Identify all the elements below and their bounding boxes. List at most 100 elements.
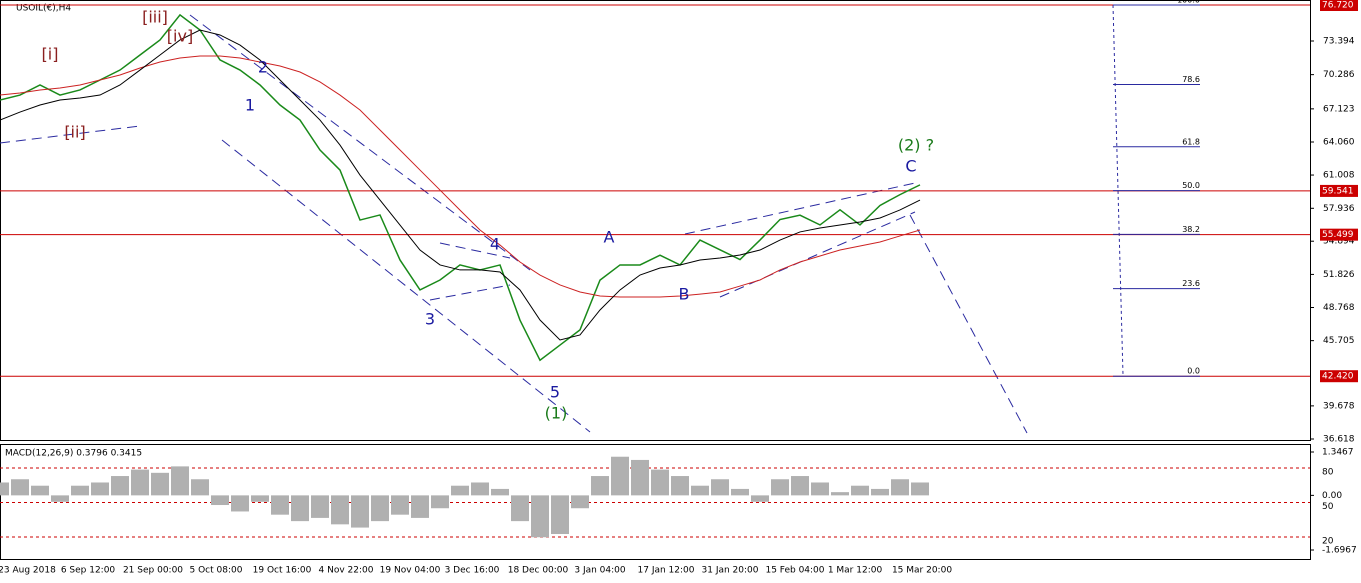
macd-bar xyxy=(571,495,589,509)
symbol: USOIL(€),H4 xyxy=(16,4,71,14)
trendlines xyxy=(0,4,1124,434)
wave-label: 2 xyxy=(258,58,268,77)
stoch-tick-label: 80 xyxy=(1322,468,1334,478)
main-frame xyxy=(0,0,1311,441)
macd-bar xyxy=(491,488,509,496)
fib-label: 50.0 xyxy=(1182,181,1200,190)
macd-bar xyxy=(771,479,789,496)
x-tick-label: 21 Sep 00:00 xyxy=(123,566,183,576)
fib-label: 0.0 xyxy=(1187,367,1200,376)
macd-tick-label: 1.3467 xyxy=(1322,448,1354,458)
macd-bar xyxy=(151,472,169,496)
y-tick-label: 61.008 xyxy=(1323,171,1355,181)
x-tick-label: 15 Mar 20:00 xyxy=(892,566,952,576)
macd-bar xyxy=(71,485,89,496)
wave-label: 5 xyxy=(550,383,560,402)
fib-vertical xyxy=(1112,4,1124,376)
level-box xyxy=(1320,370,1358,383)
fib-label: 100.0 xyxy=(1177,0,1200,5)
wave-label: [iii] xyxy=(142,8,168,27)
y-tick-label: 64.060 xyxy=(1323,138,1355,148)
series-line xyxy=(0,29,921,341)
macd-bar xyxy=(531,495,549,538)
macd-bar xyxy=(631,459,649,496)
trendline xyxy=(429,284,511,301)
y-tick-label: 45.705 xyxy=(1323,336,1355,346)
macd-bar xyxy=(131,469,149,496)
trendline xyxy=(439,242,511,259)
macd-bar xyxy=(231,495,249,512)
x-tick-label: 19 Nov 04:00 xyxy=(380,566,441,576)
wave-label: (2) ? xyxy=(898,136,934,155)
wave-label: A xyxy=(604,228,615,247)
macd-bar xyxy=(51,495,69,502)
macd-bar xyxy=(911,482,929,496)
macd-bar xyxy=(471,482,489,496)
wave-label: [ii] xyxy=(64,123,85,142)
macd-bar xyxy=(731,488,749,496)
y-tick-label: 39.678 xyxy=(1323,401,1355,411)
macd-bar xyxy=(391,495,409,515)
trendline xyxy=(189,14,531,271)
series-line xyxy=(0,13,921,362)
macd-bar xyxy=(291,495,309,522)
macd-bar xyxy=(191,479,209,496)
y-tick-label: 51.826 xyxy=(1323,270,1355,280)
stoch-tick-label: 50 xyxy=(1322,502,1334,512)
trendline xyxy=(221,139,591,433)
macd-bar xyxy=(751,495,769,502)
x-tick-label: 1 Mar 12:00 xyxy=(828,566,883,576)
trendline xyxy=(719,211,916,298)
series-line xyxy=(0,55,921,298)
level-label: 59.541 xyxy=(1322,186,1354,196)
macd-bar xyxy=(671,476,689,496)
fib-label: 78.6 xyxy=(1182,75,1200,84)
wave-label: (1) xyxy=(545,404,568,423)
y-tick-label: 36.618 xyxy=(1323,435,1355,445)
macd-bar xyxy=(171,466,189,496)
x-tick-label: 3 Dec 16:00 xyxy=(445,566,500,576)
trendline xyxy=(684,182,916,235)
macd-bar xyxy=(851,485,869,496)
level-label: 55.499 xyxy=(1322,230,1354,240)
macd-tick-label: -1.6967 xyxy=(1322,546,1357,556)
x-tick-label: 31 Jan 20:00 xyxy=(702,566,759,576)
macd-bar xyxy=(11,479,29,496)
macd-bar xyxy=(251,495,269,502)
level-box xyxy=(1320,228,1358,241)
x-tick-label: 23 Aug 2018 xyxy=(0,566,56,576)
macd-bar xyxy=(0,482,9,496)
wave-label: [iv] xyxy=(167,27,193,46)
macd-bar xyxy=(811,482,829,496)
level-label: 42.420 xyxy=(1322,372,1354,382)
x-tick-label: 19 Oct 16:00 xyxy=(253,566,312,576)
wave-label: B xyxy=(679,285,690,304)
macd-bar xyxy=(711,479,729,496)
y-tick-label: 73.394 xyxy=(1323,36,1355,46)
x-tick-label: 3 Jan 04:00 xyxy=(574,566,626,576)
x-tick-label: 6 Sep 12:00 xyxy=(61,566,116,576)
macd-bar xyxy=(111,476,129,496)
wave-label: 1 xyxy=(245,96,255,115)
macd-bar xyxy=(871,488,889,496)
macd-title: MACD(12,26,9) 0.3796 0.3415 xyxy=(5,449,142,459)
trendline xyxy=(909,214,1028,434)
macd-bar xyxy=(691,485,709,496)
macd-tick-label: 0.00 xyxy=(1322,491,1342,501)
y-tick-label: 48.768 xyxy=(1323,303,1355,313)
macd-bar xyxy=(431,495,449,509)
x-tick-label: 17 Jan 12:00 xyxy=(638,566,695,576)
macd-bar xyxy=(451,485,469,496)
y-tick-label: 57.936 xyxy=(1323,204,1355,214)
fib-label: 23.6 xyxy=(1182,279,1200,288)
macd-bar xyxy=(791,476,809,496)
macd-bar xyxy=(591,476,609,496)
x-tick-label: 5 Oct 08:00 xyxy=(190,566,243,576)
fib-label: 38.2 xyxy=(1182,225,1200,234)
macd-bar xyxy=(651,469,669,496)
wave-label: [i] xyxy=(42,45,59,64)
wave-label: C xyxy=(905,157,916,176)
fib-label: 61.8 xyxy=(1182,137,1200,146)
macd-bar xyxy=(511,495,529,522)
